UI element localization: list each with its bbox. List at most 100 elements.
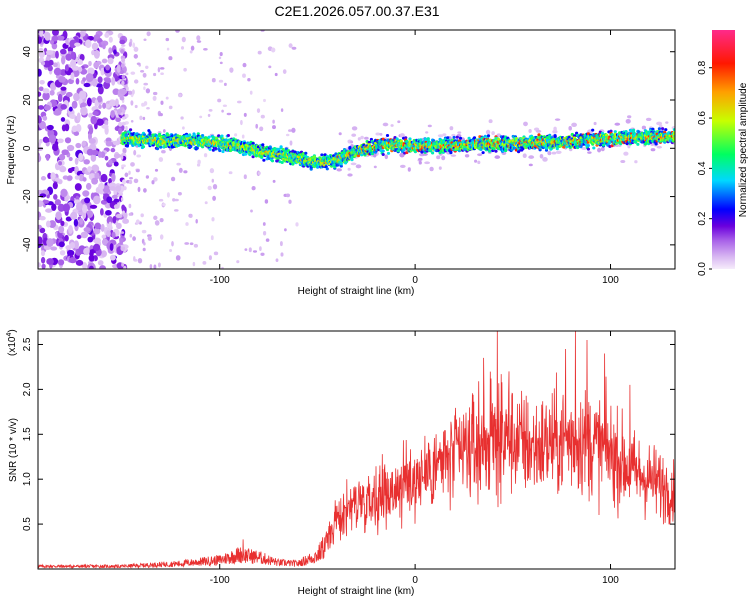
spectrogram-cell [418,157,423,161]
spectrogram-cell [122,147,127,154]
spectrogram-cell [88,125,94,135]
spectrogram-cell [339,162,343,166]
spectrogram-cell [38,200,44,207]
spectrogram-cell [78,217,84,225]
spectrogram-cell [424,161,431,165]
spectrogram-cell [60,104,67,110]
spectrogram-cell [535,129,542,133]
spectrogram-cell [452,135,456,139]
spectrogram-cell [121,80,125,86]
spectrogram-cell [243,174,247,180]
spectrogram-cell [142,116,146,121]
spectrogram-cell [381,153,385,156]
spectrogram-cell [46,238,54,247]
spectrogram-cell [133,178,139,184]
spectrogram-cell [75,78,80,85]
spectrogram-cell [551,151,557,155]
spectrogram-cell [98,183,105,190]
spectrogram-cell [39,227,46,234]
spectrogram-cell [195,146,199,150]
spectrogram-cell [104,79,112,84]
spectrogram-cell [419,138,423,142]
spectrogram-cell [140,213,144,218]
spectrogram-cell [441,155,446,161]
spectrogram-cell [212,183,218,190]
spectrogram-cell [133,79,139,84]
spectrogram-cell [431,151,435,155]
spectrogram-cell [597,147,602,153]
spectrogram-cell [153,72,157,77]
spectrogram-cell [272,119,275,124]
spectrogram-cell [112,88,120,96]
spectrogram-cell [46,258,54,265]
spectrogram-cell [67,167,73,173]
spectrogram-cell [67,46,74,53]
spectrogram-cell [285,133,290,137]
spectrogram-cell [295,222,299,227]
spectrogram-cell [100,173,108,183]
spectrogram-cell [427,124,432,128]
spectrogram-cell [255,123,258,129]
spectrogram-cell [40,176,47,181]
spectrogram-cell [39,80,45,85]
spectrogram-cell [218,79,224,83]
figure-title: C2E1.2026.057.00.37.E31 [274,3,439,19]
spectrogram-cell [168,105,173,110]
spectrogram-cell [425,131,429,134]
spectrogram-cell [316,165,320,169]
spectrogram-cell [418,160,422,165]
spectrogram-cell [39,216,46,221]
spectrogram-cell [265,238,270,242]
spectrogram-cell [70,211,78,220]
spectrogram-cell [180,116,184,120]
spectrogram-cell [159,234,164,240]
spectrogram-cell [351,133,357,137]
spectrogram-cell [97,76,103,84]
spectrogram-cell [78,90,87,100]
spectrogram-cell [38,262,41,268]
spectrogram-cell [121,121,126,126]
spectrogram-cell [262,222,266,226]
spectrogram-cell [123,266,127,269]
spectrogram-cell [614,122,621,126]
spectrogram-cell [160,100,164,105]
spectrogram-cell [491,131,495,136]
spectrogram-cell [203,153,208,158]
spectrogram-cell [53,67,62,76]
spectrogram-cell [151,180,155,185]
spectrogram-cell [228,171,233,175]
spectrogram-cell [436,155,441,160]
spectrogram-cell [528,155,535,159]
spectrogram-cell [88,138,96,145]
spectrogram-cell [211,178,215,183]
spectrogram-cell [74,157,79,165]
spectrogram-cell [91,42,99,51]
spectrogram-cell [76,202,83,211]
spectrogram-cell [146,31,151,37]
spectrogram-cell [100,250,107,258]
spectrogram-cell [125,72,129,76]
spectrogram-cell [122,179,126,185]
spectrogram-cell [108,47,113,54]
spectrogram-cell [111,173,116,182]
spectrogram-cell [85,73,94,83]
spectrogram-cell [98,104,102,110]
spectrogram-cell [86,97,92,107]
spectrogram-cell [101,234,107,239]
spectrogram-cell [192,261,196,267]
spectrogram-cell [105,209,112,216]
spectrogram-cell [54,199,62,206]
spectrogram-cell [177,93,182,98]
spectrogram-cell [259,126,264,132]
spectrogram-cell [272,179,276,183]
spectrogram-cell [202,261,207,265]
spectrogram-cell [347,167,351,171]
spectrogram-cell [183,170,188,174]
spectrogram-cell [261,143,265,147]
spectrogram-cell [54,177,60,182]
spectrogram-cell [60,48,67,55]
spectrogram-cell [133,54,138,59]
spectrogram-cell [82,262,88,269]
spectrogram-cell [528,163,533,167]
